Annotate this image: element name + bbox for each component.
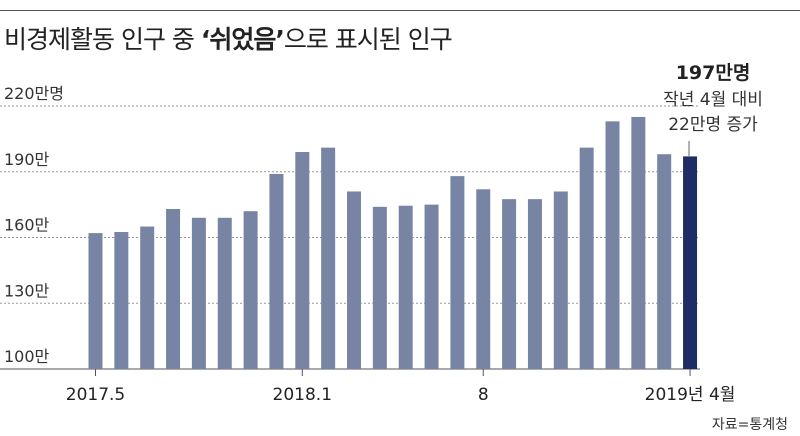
bar (398, 205, 413, 369)
x-axis-labels: 2017.5 2018.1 8 2019년 4월 (66, 369, 736, 405)
bar (217, 217, 232, 369)
bar (424, 204, 439, 369)
title-prefix: 비경제활동 인구 중 (4, 25, 201, 54)
bar (579, 147, 594, 369)
bar (191, 217, 206, 369)
bar (269, 173, 284, 369)
chart-title: 비경제활동 인구 중 ‘쉬었음’으로 표시된 인구 (4, 20, 453, 56)
bar (88, 233, 103, 369)
bar (553, 191, 568, 369)
annotation-line2: 22만명 증가 (668, 115, 758, 135)
y-tick-label: 220만명 (4, 84, 64, 103)
bar (347, 191, 361, 369)
bar (372, 206, 387, 369)
annotation-value: 197만명 (676, 62, 751, 84)
x-tick-label: 8 (478, 385, 489, 405)
y-tick-label: 160만 (4, 216, 50, 235)
bar (631, 116, 646, 369)
bar (321, 147, 336, 369)
y-tick-label: 100만 (4, 347, 50, 366)
bar (476, 189, 491, 369)
y-tick-label: 130만 (4, 281, 50, 300)
x-tick-label: 2017.5 (66, 385, 125, 405)
bar (140, 226, 155, 369)
bar (605, 121, 620, 369)
bar (295, 152, 310, 369)
bar (450, 176, 465, 369)
bar (502, 199, 517, 369)
top-rule (0, 10, 800, 11)
bars (88, 116, 698, 369)
bar (114, 232, 129, 369)
y-axis-labels: 100만 130만 160만 190만 220만명 (4, 84, 64, 366)
bar (166, 209, 181, 369)
bar (527, 199, 542, 369)
x-tick-label: 2018.1 (273, 385, 332, 405)
x-tick-label: 2019년 4월 (645, 385, 736, 405)
title-suffix: 으로 표시된 인구 (283, 25, 453, 54)
bar (243, 211, 258, 369)
bar-highlight (683, 156, 698, 369)
bar (657, 154, 672, 369)
title-highlight: ‘쉬었음’ (200, 25, 285, 54)
y-tick-label: 190만 (4, 150, 50, 169)
annotation-line1: 작년 4월 대비 (663, 90, 763, 110)
source-note: 자료=통계청 (711, 417, 788, 433)
